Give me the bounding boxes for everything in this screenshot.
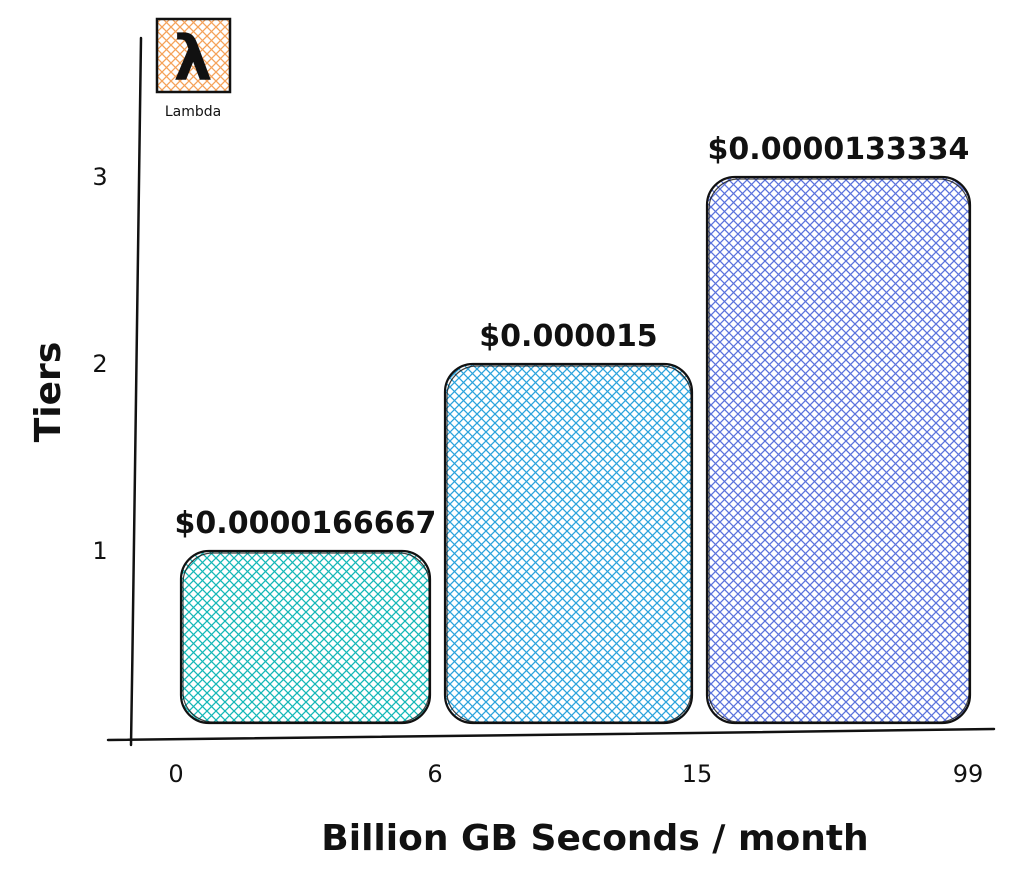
bar-tier-3: $0.0000133334 (705, 132, 972, 725)
y-tick-label: 1 (92, 537, 107, 565)
y-axis-title: Tiers (28, 342, 69, 443)
bar-outline-tier-3 (708, 178, 970, 723)
bar-tier-1: $0.0000166667 (175, 506, 437, 725)
bar-series: $0.0000166667 $0.000015 $0.0000133334 (175, 132, 972, 725)
logo-label: Lambda (165, 104, 221, 120)
lambda-logo: λ Lambda (155, 17, 232, 120)
y-tick-label: 3 (92, 163, 107, 191)
x-tick-label: 15 (682, 760, 713, 788)
tick-labels: 0 6 15 99 1 2 3 Billion GB Seconds / month Tiers (28, 163, 983, 859)
lambda-glyph: λ (173, 22, 212, 95)
x-tick-label: 99 (953, 760, 984, 788)
y-axis-line (129, 36, 143, 747)
x-tick-label: 0 (168, 760, 183, 788)
x-axis-line (106, 727, 996, 742)
x-axis-title: Billion GB Seconds / month (321, 818, 868, 859)
bar-outline-tier-1 (182, 552, 430, 723)
x-tick-label: 6 (427, 760, 442, 788)
bar-rect-tier-2 (443, 362, 694, 725)
price-label-tier-1: $0.0000166667 (175, 506, 437, 541)
price-label-tier-3: $0.0000133334 (708, 132, 970, 167)
price-label-tier-2: $0.000015 (479, 319, 657, 354)
y-tick-label: 2 (92, 350, 107, 378)
bar-tier-2: $0.000015 (443, 319, 694, 725)
bar-outline-tier-2 (446, 365, 692, 723)
lambda-icon (155, 17, 232, 94)
bar-rect-tier-3 (705, 175, 972, 725)
axes (106, 36, 996, 747)
bar-rect-tier-1 (179, 549, 432, 725)
